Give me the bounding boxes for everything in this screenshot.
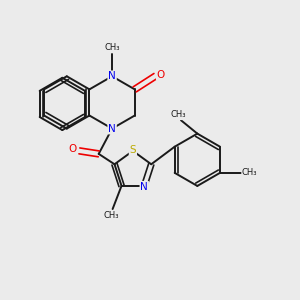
Text: O: O: [157, 70, 165, 80]
Text: S: S: [130, 145, 136, 155]
Text: CH₃: CH₃: [242, 168, 257, 177]
Text: CH₃: CH₃: [105, 43, 120, 52]
Text: O: O: [69, 144, 77, 154]
Text: CH₃: CH₃: [171, 110, 186, 119]
Text: N: N: [108, 124, 116, 134]
Text: N: N: [140, 182, 148, 192]
Text: N: N: [108, 71, 116, 81]
Text: CH₃: CH₃: [103, 211, 119, 220]
